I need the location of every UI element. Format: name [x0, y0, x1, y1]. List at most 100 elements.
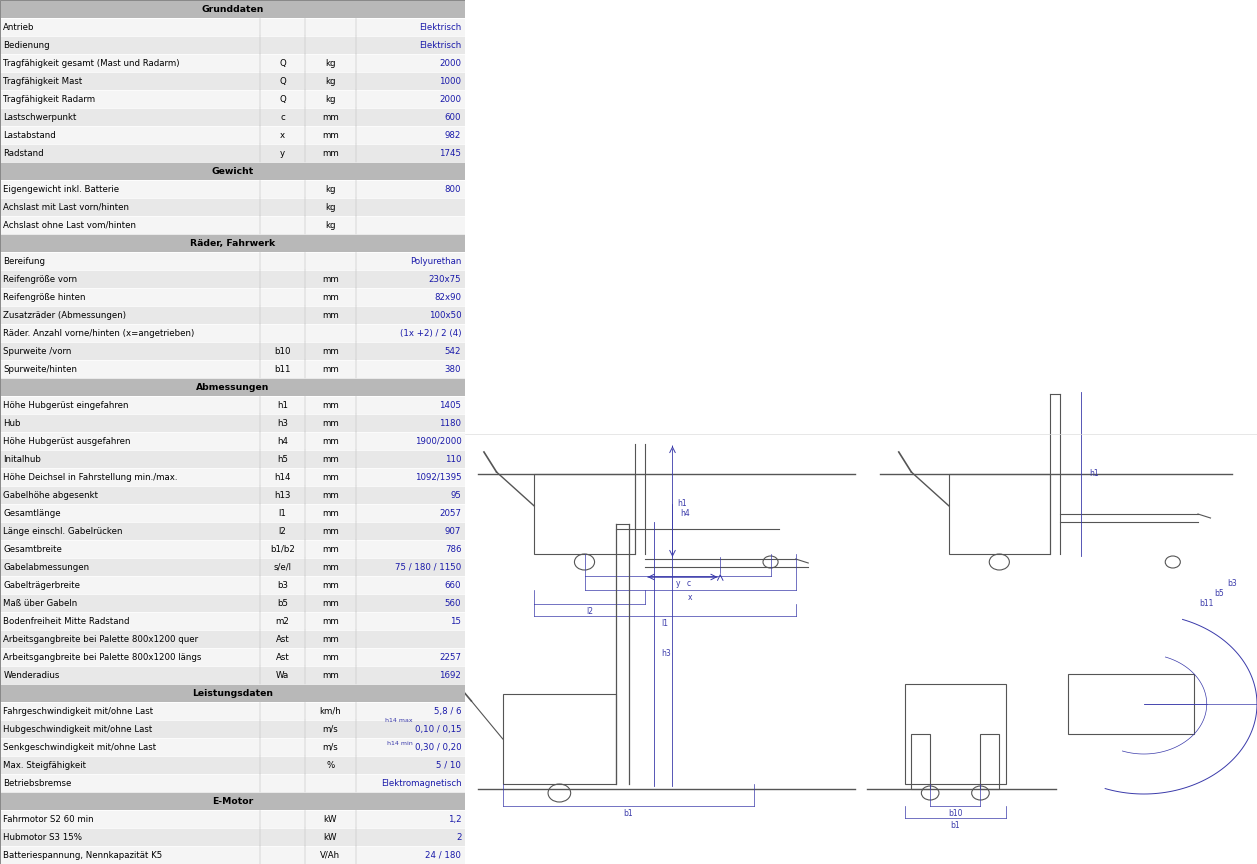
Text: Tragfähigkeit Mast: Tragfähigkeit Mast	[4, 77, 83, 86]
Text: Eigengewicht inkl. Batterie: Eigengewicht inkl. Batterie	[4, 185, 119, 194]
Text: Elektrisch: Elektrisch	[419, 41, 461, 49]
Text: mm: mm	[322, 562, 338, 571]
Bar	[0, 252, 465, 270]
Bar	[0, 522, 465, 540]
Bar	[0, 126, 465, 144]
Text: 230x75: 230x75	[429, 275, 461, 283]
Bar	[0, 774, 465, 792]
Text: h13: h13	[274, 491, 290, 499]
Text: 2: 2	[456, 833, 461, 842]
Text: 2000: 2000	[440, 94, 461, 104]
Text: Radstand: Radstand	[4, 149, 44, 157]
Text: b10: b10	[948, 809, 963, 817]
Text: h3: h3	[661, 650, 671, 658]
Text: x: x	[280, 130, 285, 139]
Bar	[0, 702, 465, 720]
Text: h14: h14	[274, 473, 290, 481]
Text: 786: 786	[445, 544, 461, 554]
Text: kW: kW	[323, 833, 337, 842]
Text: mm: mm	[322, 293, 338, 302]
Text: Reifengröße hinten: Reifengröße hinten	[4, 293, 85, 302]
Text: mm: mm	[322, 346, 338, 355]
Bar	[0, 810, 465, 828]
Text: kg: kg	[326, 185, 336, 194]
Text: 1000: 1000	[440, 77, 461, 86]
Text: 1745: 1745	[440, 149, 461, 157]
Text: Q: Q	[279, 59, 285, 67]
Text: Elektrisch: Elektrisch	[419, 22, 461, 31]
Bar	[0, 378, 465, 396]
Text: y: y	[675, 579, 680, 588]
Text: 2057: 2057	[440, 509, 461, 518]
Bar	[0, 756, 465, 774]
Text: Arbeitsgangbreite bei Palette 800x1200 quer: Arbeitsgangbreite bei Palette 800x1200 q…	[4, 634, 199, 644]
Text: Gesamtlänge: Gesamtlänge	[4, 509, 60, 518]
Text: 982: 982	[445, 130, 461, 139]
Text: h1: h1	[1089, 469, 1099, 479]
Text: Tragfähigkeit gesamt (Mast und Radarm): Tragfähigkeit gesamt (Mast und Radarm)	[4, 59, 180, 67]
Text: mm: mm	[322, 149, 338, 157]
Text: Bereifung: Bereifung	[4, 257, 45, 265]
Bar	[0, 684, 465, 702]
Bar	[0, 450, 465, 468]
Text: kg: kg	[326, 220, 336, 230]
Text: Achslast ohne Last vom/hinten: Achslast ohne Last vom/hinten	[4, 220, 136, 230]
Text: b1/b2: b1/b2	[270, 544, 295, 554]
Text: c: c	[686, 579, 691, 588]
Text: mm: mm	[322, 599, 338, 607]
Text: kW: kW	[323, 815, 337, 823]
Bar	[0, 540, 465, 558]
Text: Q: Q	[279, 77, 285, 86]
Text: b3: b3	[1227, 580, 1237, 588]
Text: kg: kg	[326, 94, 336, 104]
Text: Wa: Wa	[277, 670, 289, 679]
Text: Senkgeschwindigkeit mit/ohne Last: Senkgeschwindigkeit mit/ohne Last	[4, 742, 156, 752]
Bar	[0, 90, 465, 108]
Text: mm: mm	[322, 509, 338, 518]
Text: kg: kg	[326, 202, 336, 212]
Text: b3: b3	[277, 581, 288, 589]
Text: c: c	[280, 112, 285, 122]
Bar	[0, 342, 465, 360]
Text: Räder, Fahrwerk: Räder, Fahrwerk	[190, 238, 275, 247]
Text: 907: 907	[445, 526, 461, 536]
Bar	[0, 54, 465, 72]
Text: 75 / 180 / 1150: 75 / 180 / 1150	[395, 562, 461, 571]
Text: 110: 110	[445, 454, 461, 463]
Text: Bodenfreiheit Mitte Radstand: Bodenfreiheit Mitte Radstand	[4, 617, 129, 626]
Text: Reifengröße vorn: Reifengröße vorn	[4, 275, 78, 283]
Text: Zusatzräder (Abmessungen): Zusatzräder (Abmessungen)	[4, 310, 126, 320]
Text: l2: l2	[279, 526, 287, 536]
Text: kg: kg	[326, 77, 336, 86]
Text: Leistungsdaten: Leistungsdaten	[192, 689, 273, 697]
Text: Abmessungen: Abmessungen	[196, 383, 269, 391]
Text: l1: l1	[279, 509, 287, 518]
Text: Höhe Hubgerüst ausgefahren: Höhe Hubgerüst ausgefahren	[4, 436, 131, 446]
Text: Betriebsbremse: Betriebsbremse	[4, 778, 72, 787]
Text: h3: h3	[277, 418, 288, 428]
Text: b11: b11	[274, 365, 290, 373]
Text: Höhe Hubgerüst eingefahren: Höhe Hubgerüst eingefahren	[4, 401, 128, 410]
Text: Tragfähigkeit Radarm: Tragfähigkeit Radarm	[4, 94, 96, 104]
Text: 82x90: 82x90	[435, 293, 461, 302]
Text: mm: mm	[322, 130, 338, 139]
Bar	[0, 360, 465, 378]
Text: 660: 660	[445, 581, 461, 589]
Text: Bedienung: Bedienung	[4, 41, 50, 49]
Text: b5: b5	[1214, 589, 1224, 599]
Text: E-Motor: E-Motor	[212, 797, 253, 805]
Text: mm: mm	[322, 473, 338, 481]
Text: 1092/1395: 1092/1395	[415, 473, 461, 481]
Text: Q: Q	[279, 94, 285, 104]
Text: h4: h4	[277, 436, 288, 446]
Text: V/Ah: V/Ah	[321, 850, 341, 860]
Text: Höhe Deichsel in Fahrstellung min./max.: Höhe Deichsel in Fahrstellung min./max.	[4, 473, 177, 481]
Bar	[0, 144, 465, 162]
Text: Lastabstand: Lastabstand	[4, 130, 57, 139]
Text: 1900/2000: 1900/2000	[415, 436, 461, 446]
Bar	[0, 162, 465, 180]
Bar	[0, 630, 465, 648]
Text: mm: mm	[322, 491, 338, 499]
Text: km/h: km/h	[319, 707, 341, 715]
Text: 800: 800	[445, 185, 461, 194]
